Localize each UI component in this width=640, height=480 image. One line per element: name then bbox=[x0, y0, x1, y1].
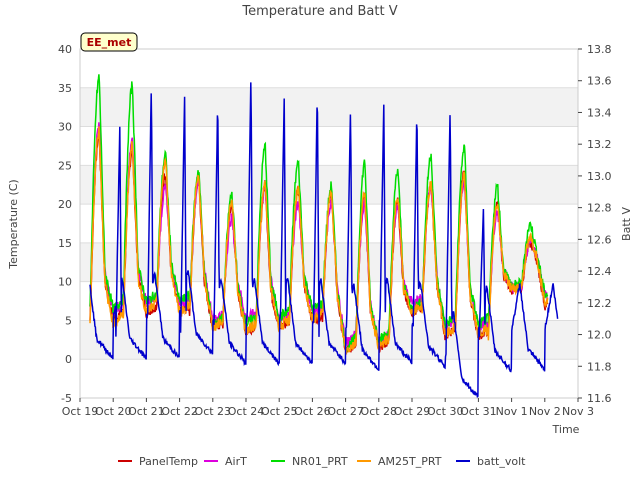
series-layer bbox=[89, 74, 559, 399]
left-tick-label: -5 bbox=[61, 392, 72, 405]
right-tick-label: 13.0 bbox=[587, 170, 612, 183]
left-tick-label: 35 bbox=[58, 82, 72, 95]
left-axis-ticks: -5 0 5 10 15 20 25 30 35 40 bbox=[58, 43, 72, 405]
right-tick-label: 11.6 bbox=[587, 392, 612, 405]
right-tick-label: 12.6 bbox=[587, 233, 612, 246]
right-tick-label: 12.0 bbox=[587, 329, 612, 342]
x-tick-label: Nov 2 bbox=[529, 405, 561, 418]
right-tick-label: 13.6 bbox=[587, 75, 612, 88]
x-tick-label: Oct 22 bbox=[161, 405, 198, 418]
legend-label-NR01_PRT: NR01_PRT bbox=[292, 455, 348, 468]
legend-label-AM25T_PRT: AM25T_PRT bbox=[378, 455, 442, 468]
left-tick-label: 30 bbox=[58, 121, 72, 134]
legend-label-PanelTemp: PanelTemp bbox=[139, 455, 198, 468]
left-axis-label: Temperature (C) bbox=[7, 179, 20, 269]
x-tick-label: Oct 29 bbox=[394, 405, 431, 418]
series-line-batt_volt bbox=[89, 82, 559, 399]
x-tick-label: Oct 23 bbox=[195, 405, 232, 418]
left-tick-label: 25 bbox=[58, 159, 72, 172]
x-tick-label: Oct 20 bbox=[95, 405, 132, 418]
right-tick-label: 13.4 bbox=[587, 106, 612, 119]
x-tick-label: Nov 1 bbox=[496, 405, 528, 418]
right-tick-label: 12.4 bbox=[587, 265, 612, 278]
plot-background-bands bbox=[80, 87, 578, 360]
left-tick-label: 10 bbox=[58, 276, 72, 289]
right-tick-label: 13.2 bbox=[587, 138, 612, 151]
legend-label-AirT: AirT bbox=[225, 455, 247, 468]
x-tick-label: Oct 26 bbox=[294, 405, 331, 418]
plot-frame bbox=[79, 48, 579, 399]
x-tick-label: Oct 30 bbox=[427, 405, 464, 418]
x-tick-label: Oct 19 bbox=[62, 405, 99, 418]
left-tick-label: 15 bbox=[58, 237, 72, 250]
right-tick-label: 13.8 bbox=[587, 43, 612, 56]
station-label-box: EE_met bbox=[80, 32, 138, 52]
chart-title: Temperature and Batt V bbox=[241, 4, 397, 19]
x-tick-label: Oct 25 bbox=[261, 405, 298, 418]
x-tick-label: Oct 31 bbox=[460, 405, 497, 418]
left-tick-label: 20 bbox=[58, 198, 72, 211]
x-tick-label: Oct 27 bbox=[327, 405, 364, 418]
right-tick-label: 11.8 bbox=[587, 360, 612, 373]
x-axis-label: Time bbox=[552, 423, 580, 436]
right-axis-ticks: 11.6 11.8 12.0 12.2 12.4 12.6 12.8 13.0 13.2 13.4… bbox=[578, 43, 612, 405]
station-label: EE_met bbox=[87, 36, 132, 49]
grid-band bbox=[80, 87, 578, 127]
right-tick-label: 12.8 bbox=[587, 202, 612, 215]
x-tick-label: Oct 21 bbox=[128, 405, 165, 418]
legend: PanelTemp AirT NR01_PRT AM25T_PRT batt_volt bbox=[118, 455, 526, 468]
left-tick-label: 5 bbox=[65, 314, 72, 327]
grid-band bbox=[80, 242, 578, 282]
right-axis-label: Batt V bbox=[620, 207, 633, 241]
x-tick-label: Nov 3 bbox=[562, 405, 594, 418]
left-tick-label: 40 bbox=[58, 43, 72, 56]
x-tick-label: Oct 28 bbox=[361, 405, 398, 418]
left-tick-label: 0 bbox=[65, 353, 72, 366]
legend-label-batt_volt: batt_volt bbox=[477, 455, 526, 468]
x-tick-label: Oct 24 bbox=[228, 405, 265, 418]
right-tick-label: 12.2 bbox=[587, 297, 612, 310]
